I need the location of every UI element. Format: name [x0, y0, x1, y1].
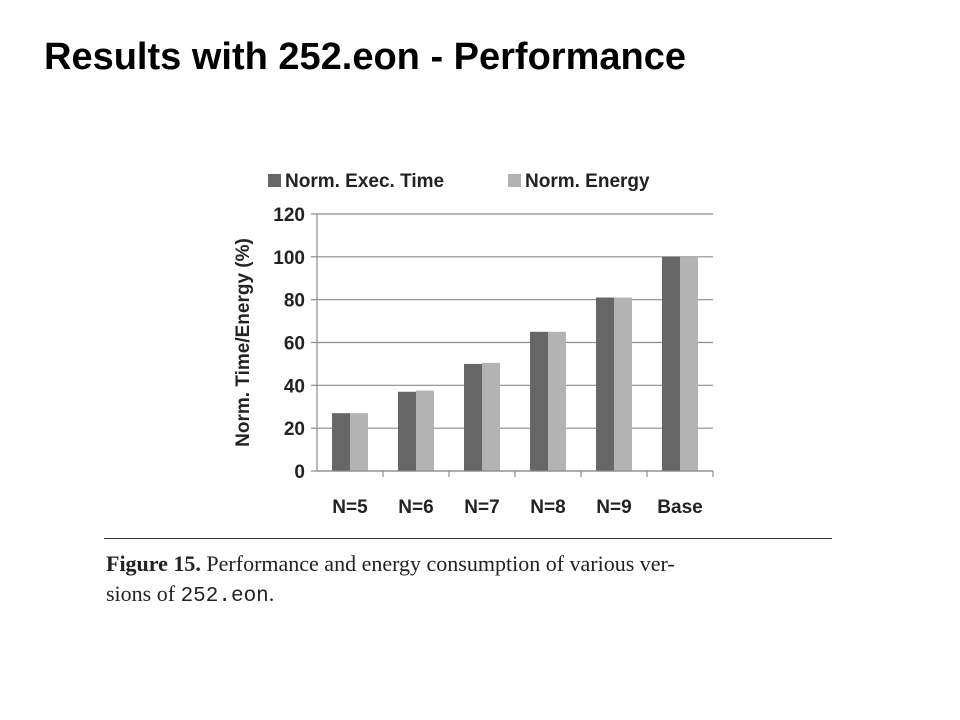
bar-energy	[680, 256, 698, 471]
legend-swatch	[508, 174, 521, 187]
caption-text-line-1: Performance and energy consumption of va…	[206, 551, 675, 576]
bar-exec-time	[662, 256, 680, 471]
bar-exec-time	[530, 331, 548, 471]
x-tick-label: Base	[657, 497, 702, 518]
bar-energy	[350, 413, 368, 471]
bar-exec-time	[464, 363, 482, 471]
y-tick-label: 20	[284, 419, 305, 440]
legend-swatch	[268, 174, 281, 187]
legend-label: Norm. Energy	[525, 171, 650, 192]
bar-exec-time	[332, 413, 350, 471]
bar-exec-time	[398, 391, 416, 471]
caption-code: 252.eon	[180, 585, 269, 608]
caption-period: .	[268, 581, 275, 606]
y-tick-label: 100	[273, 248, 305, 269]
x-tick-label: N=5	[332, 497, 368, 518]
caption-text-line-2: sions of	[106, 581, 176, 606]
bar-energy	[614, 297, 632, 471]
legend-label: Norm. Exec. Time	[285, 171, 444, 192]
bar-energy	[482, 362, 500, 471]
slide-title: Results with 252.eon - Performance	[44, 36, 686, 78]
x-tick-label: N=9	[596, 497, 631, 518]
y-tick-label: 120	[273, 205, 305, 226]
figure-caption: Figure 15. Performance and energy consum…	[106, 549, 834, 612]
bar-exec-time	[596, 297, 614, 471]
y-tick-label: 60	[284, 334, 305, 355]
y-tick-label: 40	[284, 376, 305, 397]
x-tick-label: N=7	[464, 497, 499, 518]
x-tick-label: N=6	[398, 497, 433, 518]
y-tick-label: 80	[284, 291, 305, 312]
y-tick-label: 0	[294, 462, 305, 483]
y-axis-label: Norm. Time/Energy (%)	[233, 238, 254, 447]
bar-energy	[416, 390, 434, 471]
caption-divider	[104, 538, 832, 539]
bar-energy	[548, 331, 566, 471]
figure-label: Figure 15.	[106, 551, 201, 576]
x-tick-label: N=8	[530, 497, 565, 518]
